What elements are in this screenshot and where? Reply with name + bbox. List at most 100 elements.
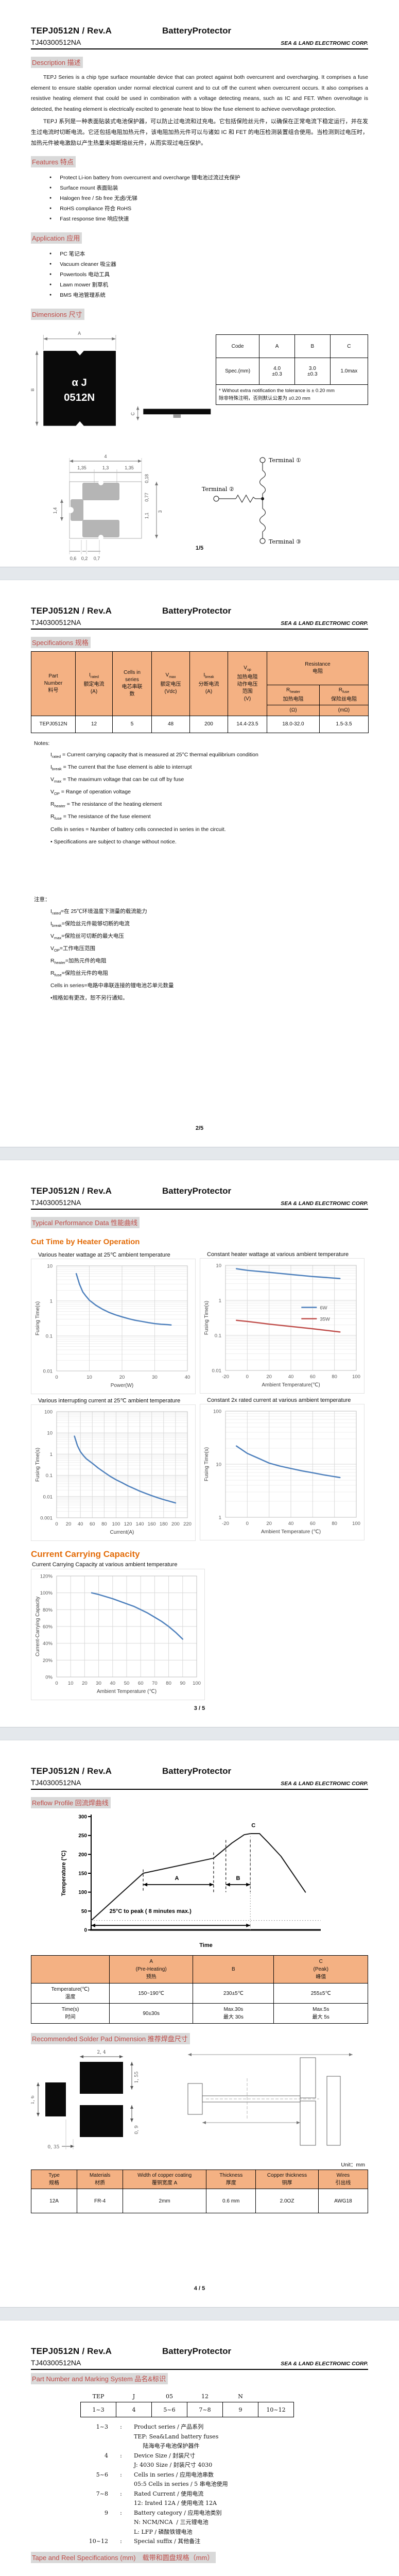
svg-text:120%: 120%	[40, 1574, 53, 1580]
pad-table-value: 2mm	[123, 2189, 207, 2213]
svg-text:1: 1	[50, 1452, 53, 1458]
svg-text:200: 200	[78, 1852, 87, 1858]
marking-position-cell: 4	[116, 2402, 152, 2417]
spec-header-resistance: Resistance 电阻	[267, 651, 369, 685]
spec-rheater-value: 18.0-32.0	[267, 716, 320, 733]
svg-text:160: 160	[148, 1521, 156, 1527]
dimensions-figure-row: A α J 0512N B C Code	[31, 323, 369, 446]
marking-def-line: 9: Battery category / 应用电池类别	[105, 2509, 222, 2516]
svg-text:40: 40	[288, 1374, 294, 1380]
svg-text:Current(A): Current(A)	[110, 1530, 134, 1535]
marking-def-line: 12: Irated 12A / 使用电流 12A	[134, 2500, 217, 2506]
svg-text:30: 30	[96, 1681, 101, 1686]
note-line: Cells in series=电路中串联连接的锂电池芯单元数量	[50, 982, 174, 989]
pad-table-header: Wires 引出线	[318, 2170, 369, 2189]
marking-code-label: J	[132, 2393, 135, 2400]
spec-header-irated: Irated 额定电流 (A)	[75, 651, 113, 716]
svg-text:0: 0	[55, 1521, 58, 1527]
svg-text:60: 60	[90, 1521, 95, 1527]
terminal-2-label: Terminal ②	[202, 486, 234, 493]
note-line: Rfuse = The resistance of the fuse eleme…	[50, 814, 151, 821]
spec-rfuse-value: 1.5-3.5	[319, 716, 369, 733]
pad-table-header: Materials 材质	[77, 2170, 124, 2189]
unit-label: Unit：mm	[341, 2162, 365, 2168]
application-item: PC 笔记本	[49, 249, 368, 259]
performance-heading: Typical Performance Data 性能曲线	[31, 1217, 140, 1228]
svg-text:0.01: 0.01	[212, 1368, 222, 1374]
svg-text:0.1: 0.1	[215, 1333, 221, 1339]
feature-item: Fast response time 响应快速	[49, 214, 368, 224]
specifications-table: Part Number 料号 Irated 额定电流 (A) Cells in s…	[31, 651, 369, 733]
svg-text:80: 80	[166, 1681, 171, 1686]
svg-text:0.1: 0.1	[46, 1334, 53, 1340]
page-header: TEPJ0512N / Rev.A BatteryProtector TJ403…	[31, 1766, 368, 1790]
spec-header-rheater-unit: (Ω)	[267, 705, 320, 716]
svg-text:60: 60	[138, 1681, 144, 1686]
product-title: BatteryProtector	[162, 606, 232, 616]
svg-text:250: 250	[78, 1833, 87, 1839]
page-4: TEPJ0512N / Rev.A BatteryProtector TJ403…	[0, 1740, 399, 2307]
chart-title: Various heater wattage at 25℃ ambient te…	[38, 1252, 170, 1258]
land-dim-b1: 0,6	[70, 556, 77, 561]
company-name: SEA & LAND ELECTRONIC CORP.	[281, 40, 368, 46]
svg-text:220: 220	[183, 1521, 192, 1527]
application-item: BMS 电池管理系统	[49, 290, 368, 300]
chip-marking-line1: α J	[72, 377, 87, 388]
svg-text:10: 10	[47, 1431, 53, 1436]
part-code: TJ40300512NA	[31, 1778, 81, 1787]
svg-text:100: 100	[352, 1521, 360, 1527]
application-list: PC 笔记本Vacuum cleaner 吸尘器Powertools 电动工具L…	[31, 249, 368, 300]
svg-text:0: 0	[55, 1681, 58, 1686]
note-line: VOP = Range of operation voltage	[50, 789, 131, 796]
land-dim-height: 3	[158, 510, 163, 513]
svg-text:140: 140	[136, 1521, 144, 1527]
dim-c-label: C	[130, 412, 135, 415]
svg-text:10: 10	[216, 1462, 221, 1468]
marking-position-cell: 5~6	[151, 2402, 187, 2417]
reflow-header-blank	[30, 1955, 110, 1984]
specifications-heading: Specifications 规格	[31, 637, 91, 648]
dim-table-header-code: Code	[216, 334, 260, 358]
spec-part-number: TEPJ0512N	[31, 716, 76, 733]
svg-text:100: 100	[213, 1409, 221, 1415]
pad-table-header: Copper thickness 铜厚	[255, 2170, 319, 2189]
chip-top-view	[43, 350, 116, 426]
application-item: Lawn mower 割草机	[49, 280, 368, 290]
marking-code-label: TEP	[92, 2393, 105, 2400]
svg-text:Fusing Time(s): Fusing Time(s)	[204, 1301, 210, 1335]
dim-table-row-label: Spec.(mm)	[216, 358, 260, 385]
dim-tolerance-note-zh: 除非特殊注明，否则默认公差为 ±0.20 mm	[219, 396, 310, 401]
page-header: TEPJ0512N / Rev.A BatteryProtector TJ403…	[31, 1186, 368, 1210]
marking-position-cell: 1~3	[80, 2402, 116, 2417]
notes-list-en: Irated = Current carrying capacity that …	[34, 750, 368, 849]
svg-text:10: 10	[47, 1264, 53, 1269]
land-dim-seg1: 1,35	[77, 465, 86, 470]
svg-text:180: 180	[160, 1521, 168, 1527]
svg-text:10: 10	[216, 1263, 221, 1269]
feature-item: RoHS compliance 符合 RoHS	[49, 204, 368, 214]
marking-def-line: 4: Device Size / 封装尺寸	[105, 2452, 196, 2459]
note-line: Ibreak = The current that the fuse eleme…	[50, 764, 192, 772]
land-dim-seg3: 1,35	[125, 465, 134, 470]
svg-text:B: B	[236, 1875, 240, 1882]
svg-text:0.01: 0.01	[43, 1494, 53, 1500]
dimension-spec-table: Code A B C Spec.(mm) 4.0 ±0.3 3.0 ±0.3 1…	[216, 334, 369, 405]
chart-carrying-capacity: 0% 20% 40% 60% 80% 100% 120% 0 10 20 30 40 50 60 70 80 9…	[31, 1569, 205, 1700]
company-name: SEA & LAND ELECTRONIC CORP.	[281, 1200, 368, 1207]
svg-text:40: 40	[78, 1521, 83, 1527]
page-footer-text: 3 / 5	[194, 1705, 205, 1711]
svg-text:100: 100	[78, 1890, 87, 1895]
dim-value-c: 1.0max	[329, 358, 369, 385]
svg-text:-20: -20	[222, 1374, 229, 1380]
part-code: TJ40300512NA	[31, 618, 81, 626]
marking-def-line: N: NCM/NCA / 三元锂电池	[134, 2519, 209, 2526]
marking-def-line: L: LFP / 磷酸铁锂电池	[134, 2528, 193, 2535]
pad-table-header: Width of copper coating 覆铜宽度 A	[123, 2170, 207, 2189]
reflow-temp-a: 150~190℃	[109, 1983, 194, 2004]
reflow-time-a: 90±30s	[109, 2003, 194, 2024]
pad-dim-5: 0, 35	[48, 2145, 60, 2150]
svg-text:6W: 6W	[320, 1306, 327, 1311]
marking-def-line: J: 4030 Size / 封装尺寸 4030	[134, 2462, 213, 2468]
svg-text:Ambient Temperature(℃): Ambient Temperature(℃)	[262, 1382, 320, 1388]
pad-table-header: Type 规格	[30, 2170, 78, 2189]
